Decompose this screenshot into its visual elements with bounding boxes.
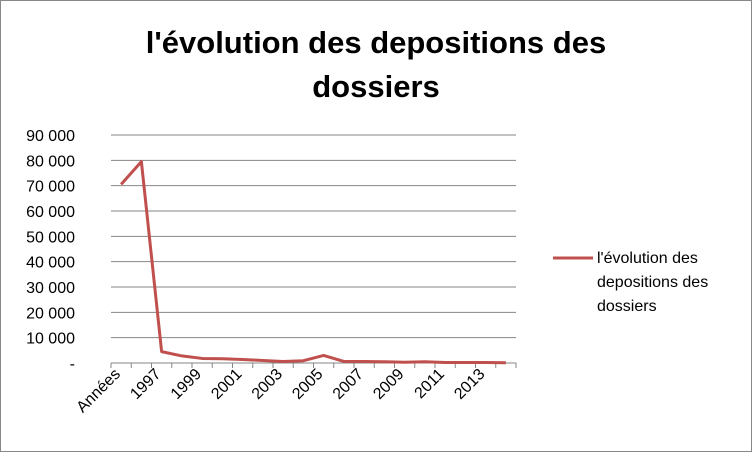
x-tick-label: 2013 xyxy=(451,366,488,403)
x-tick-label: 2003 xyxy=(249,366,286,403)
y-tick-label: 70 000 xyxy=(26,179,75,196)
legend-label: l'évolution des depositions des dossiers xyxy=(597,250,709,315)
y-tick-label: 60 000 xyxy=(26,204,75,221)
y-tick-label: 80 000 xyxy=(26,153,75,170)
x-tick-label: 2011 xyxy=(412,366,448,402)
y-tick-label: 20 000 xyxy=(26,305,75,322)
x-tick-label: 2005 xyxy=(289,366,326,403)
y-tick-label: 50 000 xyxy=(26,229,75,246)
series-line xyxy=(120,160,506,365)
y-tick-label: 40 000 xyxy=(26,255,75,272)
y-tick-label: 30 000 xyxy=(26,280,75,297)
y-tick-label: 10 000 xyxy=(26,331,75,348)
y-tick-label: 90 000 xyxy=(26,128,75,145)
chart-title: l'évolution des depositions des dossiers xyxy=(145,25,607,104)
x-tick-label: 2001 xyxy=(208,366,245,403)
x-tick-label: 1999 xyxy=(168,366,205,403)
x-tick-label: 1997 xyxy=(127,366,164,403)
x-tick-label: 2007 xyxy=(330,366,367,403)
x-tick-label: 2009 xyxy=(370,366,407,403)
x-tick-label: Années xyxy=(74,366,124,416)
y-tick-label: - xyxy=(70,356,75,373)
